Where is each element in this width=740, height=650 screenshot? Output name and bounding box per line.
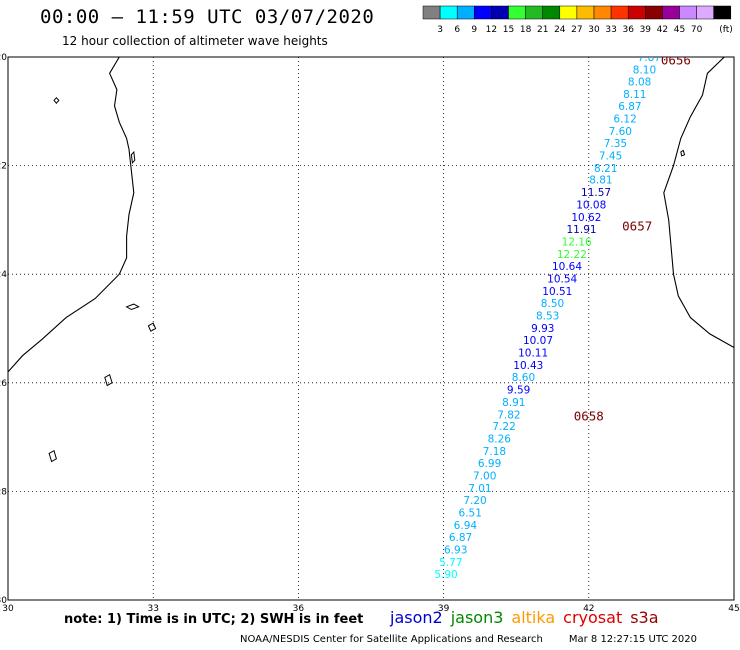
- x-tick-label: 36: [293, 604, 305, 614]
- color-scale-label: 39: [640, 25, 652, 35]
- wave-height-label: 6.12: [613, 113, 636, 125]
- wave-height-label: 12.16: [562, 237, 592, 249]
- wave-height-label: 7.01: [468, 483, 491, 495]
- island-outline: [680, 149, 686, 157]
- color-scale-label: 33: [605, 25, 616, 35]
- wave-height-label: 7.20: [463, 495, 486, 507]
- y-tick-label: -30: [0, 596, 7, 606]
- y-tick-label: -22: [0, 162, 7, 172]
- color-scale-label: 27: [571, 25, 582, 35]
- wave-height-label: 7.60: [609, 126, 632, 138]
- wave-height-label: 6.94: [454, 520, 478, 532]
- wave-height-label: 6.99: [478, 458, 501, 470]
- legend-altika: altika: [511, 608, 556, 627]
- wave-height-label: 8.60: [512, 372, 535, 384]
- track-time-label: 0656: [661, 53, 691, 68]
- satellite-legend: jason2 jason3 altika cryosat s3a: [390, 608, 667, 627]
- wave-height-label: 9.93: [531, 323, 554, 335]
- color-scale-label: 18: [520, 25, 532, 35]
- legend-jason2: jason2: [390, 608, 443, 627]
- color-scale-label: 15: [503, 25, 514, 35]
- chart-title: 00:00 – 11:59 UTC 03/07/2020: [40, 6, 375, 28]
- wave-height-label: 5.90: [434, 569, 457, 581]
- wave-height-label: 7.18: [483, 446, 506, 458]
- color-scale-label: 24: [554, 25, 566, 35]
- footer-credit: NOAA/NESDIS Center for Satellite Applica…: [240, 634, 543, 645]
- island-outline: [53, 96, 60, 104]
- wave-height-label: 8.21: [594, 163, 617, 175]
- wave-height-label: 7.82: [497, 409, 520, 421]
- x-tick-label: 30: [2, 604, 14, 614]
- color-scale-label: 9: [471, 25, 477, 35]
- color-swatch: [713, 5, 732, 20]
- y-tick-label: -28: [0, 487, 7, 497]
- y-tick-label: -26: [0, 379, 7, 389]
- wave-height-label: 10.64: [552, 261, 582, 273]
- color-scale-label: 6: [454, 25, 460, 35]
- wave-height-label: 6.93: [444, 545, 467, 557]
- color-scale-label: 21: [537, 25, 548, 35]
- wave-height-label: 7.00: [473, 471, 496, 483]
- chart-subtitle: 12 hour collection of altimeter wave hei…: [62, 34, 328, 48]
- wave-height-label: 8.53: [536, 310, 559, 322]
- legend-jason3: jason3: [450, 608, 504, 627]
- island-outline: [130, 150, 136, 165]
- wave-height-label: 8.08: [628, 76, 651, 88]
- color-scale-label: 42: [657, 25, 668, 35]
- color-scale-label: 12: [486, 25, 497, 35]
- wave-height-label: 10.62: [571, 212, 601, 224]
- wave-height-label: 10.07: [523, 335, 553, 347]
- island-outline: [125, 303, 140, 311]
- wave-height-label: 10.43: [513, 360, 543, 372]
- track-time-label: 0658: [574, 408, 604, 423]
- legend-s3a: s3a: [630, 608, 659, 627]
- wave-height-label: 7.45: [599, 150, 622, 162]
- wave-height-label: 7.22: [492, 421, 515, 433]
- x-tick-label: 45: [728, 604, 739, 614]
- footnote: note: 1) Time is in UTC; 2) SWH is in fe…: [64, 612, 364, 627]
- wave-height-label: 10.08: [576, 200, 606, 212]
- wave-height-label: 6.87: [449, 532, 472, 544]
- wave-height-label: 10.54: [547, 274, 577, 286]
- x-tick-label: 33: [147, 604, 158, 614]
- color-scale-label: 30: [588, 25, 600, 35]
- wave-height-label: 11.91: [567, 224, 597, 236]
- wave-height-label: 12.22: [557, 249, 587, 261]
- island-outline: [48, 449, 57, 463]
- wave-height-label: 8.91: [502, 397, 525, 409]
- wave-height-label: 8.11: [623, 89, 646, 101]
- island-outline: [147, 322, 157, 332]
- color-scale-label: 45: [674, 25, 685, 35]
- color-scale-unit: (ft): [719, 25, 733, 35]
- footer: NOAA/NESDIS Center for Satellite Applica…: [240, 634, 697, 645]
- track-time-label: 0657: [622, 218, 652, 233]
- coastline-africa: [8, 57, 135, 373]
- wave-height-label: 8.26: [488, 434, 512, 446]
- wave-height-label: 6.87: [618, 101, 641, 113]
- x-tick-label: 42: [583, 604, 594, 614]
- coastline-madagascar: [663, 57, 734, 348]
- wave-height-label: 8.10: [633, 64, 656, 76]
- wave-height-label: 11.57: [581, 187, 611, 199]
- wave-height-label: 7.35: [604, 138, 627, 150]
- island-outline: [104, 373, 113, 387]
- wave-height-label: 10.51: [542, 286, 572, 298]
- y-tick-label: -20: [0, 53, 7, 63]
- wave-height-label: 7.87: [638, 52, 661, 64]
- wave-height-label: 8.50: [541, 298, 564, 310]
- footer-timestamp: Mar 8 12:27:15 UTC 2020: [568, 634, 697, 645]
- color-scale-label: 3: [437, 25, 443, 35]
- x-tick-label: 39: [438, 604, 450, 614]
- color-scale-label: 36: [622, 25, 634, 35]
- wave-height-map: 7.878.108.088.116.876.127.607.357.458.21…: [0, 52, 740, 614]
- legend-cryosat: cryosat: [563, 608, 623, 627]
- y-tick-label: -24: [0, 270, 7, 280]
- wave-height-label: 6.51: [459, 508, 482, 520]
- wave-height-label: 5.77: [439, 557, 462, 569]
- color-scale-label: 70: [691, 25, 703, 35]
- wave-height-label: 9.59: [507, 384, 530, 396]
- color-scale-bar: 3 6 9 12 15 18 21 24 27 30 33 36 39 42 45 70 (ft): [422, 5, 733, 35]
- wave-height-label: 10.11: [518, 347, 548, 359]
- wave-height-label: 8.81: [589, 175, 612, 187]
